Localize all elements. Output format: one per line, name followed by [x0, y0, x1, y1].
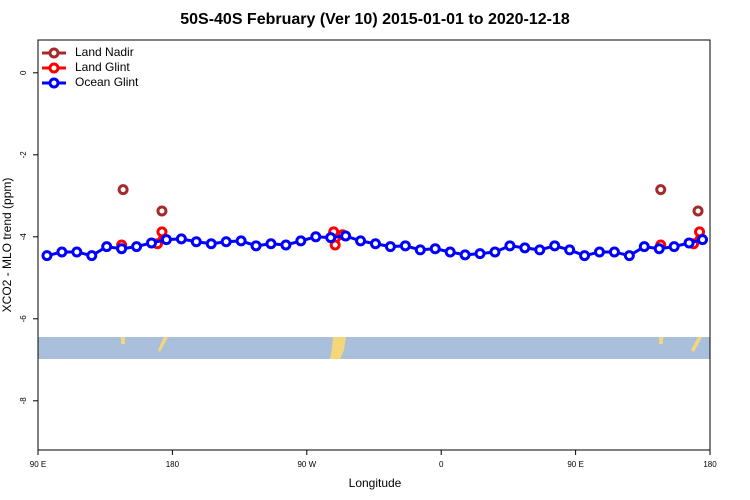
point	[220, 236, 232, 248]
point	[205, 238, 217, 250]
chart-title: 50S-40S February (Ver 10) 2015-01-01 to …	[180, 11, 570, 28]
point	[131, 241, 143, 253]
plot-frame	[37, 39, 711, 451]
point	[692, 205, 704, 217]
point	[655, 184, 667, 196]
point	[668, 241, 680, 253]
x-tick-label: 90 E	[567, 460, 583, 469]
land-patch	[121, 337, 125, 344]
point	[190, 236, 202, 248]
point	[549, 240, 561, 252]
point	[265, 238, 277, 250]
point	[444, 246, 456, 258]
y-tick-label: -2	[19, 151, 28, 159]
point	[579, 250, 591, 262]
point	[41, 250, 53, 262]
x-tick-label: 0	[439, 460, 444, 469]
point	[653, 243, 665, 255]
point	[429, 243, 441, 255]
point	[145, 237, 157, 249]
point	[116, 243, 128, 255]
point	[608, 246, 620, 258]
point	[638, 241, 650, 253]
point	[340, 230, 352, 242]
point	[86, 250, 98, 262]
land-patch	[330, 337, 346, 359]
legend-marker	[48, 77, 60, 89]
legend-label: Land Nadir	[75, 45, 134, 59]
x-tick-label: 90 E	[30, 460, 46, 469]
point	[295, 235, 307, 247]
y-tick-label: -8	[19, 397, 28, 405]
point	[101, 241, 113, 253]
point	[71, 246, 83, 258]
point	[474, 248, 486, 260]
y-tick-label: -6	[19, 315, 28, 323]
point	[459, 249, 471, 261]
point	[355, 235, 367, 247]
point	[280, 239, 292, 251]
point	[399, 240, 411, 252]
point	[156, 205, 168, 217]
land-patch	[158, 337, 168, 352]
point	[117, 184, 129, 196]
ocean-strip	[38, 337, 710, 359]
legend-label: Ocean Glint	[75, 75, 139, 89]
land-patch	[659, 337, 663, 344]
point	[504, 240, 516, 252]
land-mask-strip	[38, 337, 710, 359]
point	[369, 238, 381, 250]
x-axis-label: Longitude	[349, 476, 402, 490]
legend-marker	[48, 47, 60, 59]
point	[697, 234, 709, 246]
point	[235, 235, 247, 247]
legend-marker	[48, 62, 60, 74]
point	[414, 244, 426, 256]
x-tick-label: 180	[703, 460, 717, 469]
point	[683, 237, 695, 249]
x-tick-label: 90 W	[297, 460, 316, 469]
point	[519, 242, 531, 254]
point	[175, 233, 187, 245]
point	[623, 250, 635, 262]
y-tick-label: -4	[19, 233, 28, 241]
x-tick-label: 180	[166, 460, 180, 469]
y-tick-label: 0	[19, 70, 28, 75]
legend-label: Land Glint	[75, 60, 130, 74]
y-axis-label: XCO2 - MLO trend (ppm)	[0, 178, 14, 313]
point	[564, 244, 576, 256]
point	[250, 240, 262, 252]
point	[489, 246, 501, 258]
point	[384, 241, 396, 253]
point	[325, 232, 337, 244]
point	[56, 246, 68, 258]
point	[160, 234, 172, 246]
point	[534, 244, 546, 256]
point	[310, 231, 322, 243]
point	[156, 226, 168, 238]
point	[593, 246, 605, 258]
land-patch	[691, 337, 702, 352]
point	[329, 239, 341, 251]
